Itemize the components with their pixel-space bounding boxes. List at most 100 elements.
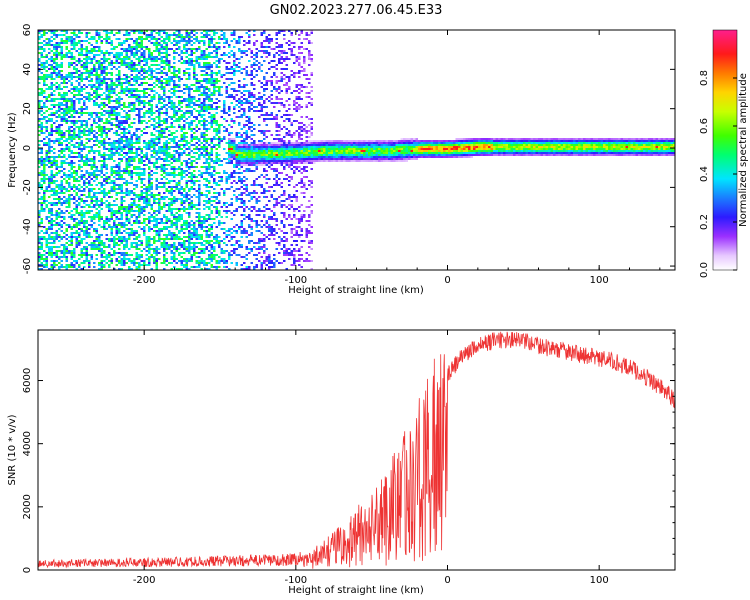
heatmap-cells [438,144,441,146]
heatmap-cells [263,106,388,236]
heatmap-cells [353,152,356,154]
colorbar-gradient [713,30,737,270]
heatmap-cells [528,142,531,144]
heatmap-cells [260,142,263,144]
heatmap-cells [233,72,568,188]
heatmap-cells [298,62,616,202]
heatmap-cells [443,150,446,152]
heatmap-cells [275,158,356,244]
heatmap-cells [480,146,483,148]
heatmap-cells [453,148,456,150]
heatmap-cells [585,146,588,148]
heatmap-cells [115,84,118,86]
heatmap-cells [295,130,306,142]
heatmap-cells [478,144,493,148]
heatmap-cells [458,146,476,148]
heatmap-cells [50,128,53,130]
heatmap-cells [425,146,428,148]
heatmap-cells [580,146,583,148]
heatmap-cells [613,144,616,146]
spectrogram-ytick-label: 40 [22,63,33,76]
chart-title: GN02.2023.277.06.45.E33 [270,3,443,18]
heatmap-cells [655,144,658,146]
heatmap-cells [350,140,353,142]
heatmap-cells [550,146,553,148]
heatmap-cells [383,152,386,154]
snr-line-layer [38,331,675,569]
snr-series-line [38,331,675,569]
heatmap-cells [475,142,478,144]
heatmap-cells [333,160,336,162]
heatmap-cells [325,140,328,142]
heatmap-cells [300,192,303,194]
heatmap-cells [510,146,513,148]
heatmap-cells [495,144,498,146]
heatmap-cells [390,152,393,154]
heatmap-cells [415,138,418,140]
heatmap-cells [540,146,543,148]
heatmap-cells [663,144,666,146]
spectrogram-heatmap [38,30,675,270]
heatmap-cells [288,132,291,134]
heatmap-cells [310,60,396,142]
heatmap-cells [268,164,271,166]
snr-xtick-label: 0 [444,575,450,586]
heatmap-cells [278,140,321,144]
heatmap-cells [355,140,358,142]
heatmap-cells [285,84,488,230]
heatmap-cells [240,164,243,166]
snr-ylabel: SNR (10 * v/v) [7,414,18,485]
heatmap-cells [300,150,303,152]
heatmap-cells [310,42,313,44]
heatmap-cells [253,156,256,158]
heatmap-cells [485,144,488,146]
heatmap-cells [358,150,361,152]
spectrogram-ytick-label: -60 [22,258,33,274]
heatmap-cells [275,82,553,256]
heatmap-cells [253,152,256,154]
heatmap-cells [145,76,148,78]
heatmap-cells [105,90,373,204]
heatmap-cells [443,146,446,148]
heatmap-cells [525,146,528,148]
heatmap-cells [310,102,331,142]
heatmap-cells [293,98,653,244]
colorbar-tick-label: 0.6 [699,118,710,134]
heatmap-cells [563,144,566,146]
spectrogram-ytick-label: -20 [22,179,33,195]
heatmap-cells [385,148,388,150]
heatmap-cells [265,40,446,238]
heatmap-cells [160,170,163,172]
heatmap-cells [498,146,501,148]
heatmap-cells [550,144,553,146]
heatmap-cells [430,150,433,152]
heatmap-cells [313,150,316,152]
heatmap-cells [575,148,578,150]
heatmap-cells [285,150,288,152]
colorbar-tick-label: 0.8 [699,70,710,86]
heatmap-cells [508,146,511,148]
heatmap-cells [228,158,231,160]
snr-xtick-label: -200 [133,575,156,586]
heatmap-cells [463,146,466,148]
heatmap-cells [463,148,466,150]
snr-frame [37,329,676,571]
heatmap-cells [635,148,638,150]
heatmap-cells [633,146,636,148]
heatmap-cells [43,32,406,244]
heatmap-cells [450,150,453,152]
heatmap-cells [318,160,321,162]
heatmap-cells [543,138,546,140]
spectrogram-xtick-label: 100 [590,275,609,286]
heatmap-cells [315,150,318,152]
snr-ytick-label: 6000 [22,368,33,393]
heatmap-cells [408,138,411,140]
heatmap-cells [308,160,358,242]
heatmap-cells [160,186,163,188]
heatmap-cells [398,160,401,162]
heatmap-cells [430,146,451,152]
heatmap-cells [343,160,346,162]
heatmap-cells [610,148,613,150]
spectrogram-ytick-label: 20 [22,102,33,115]
